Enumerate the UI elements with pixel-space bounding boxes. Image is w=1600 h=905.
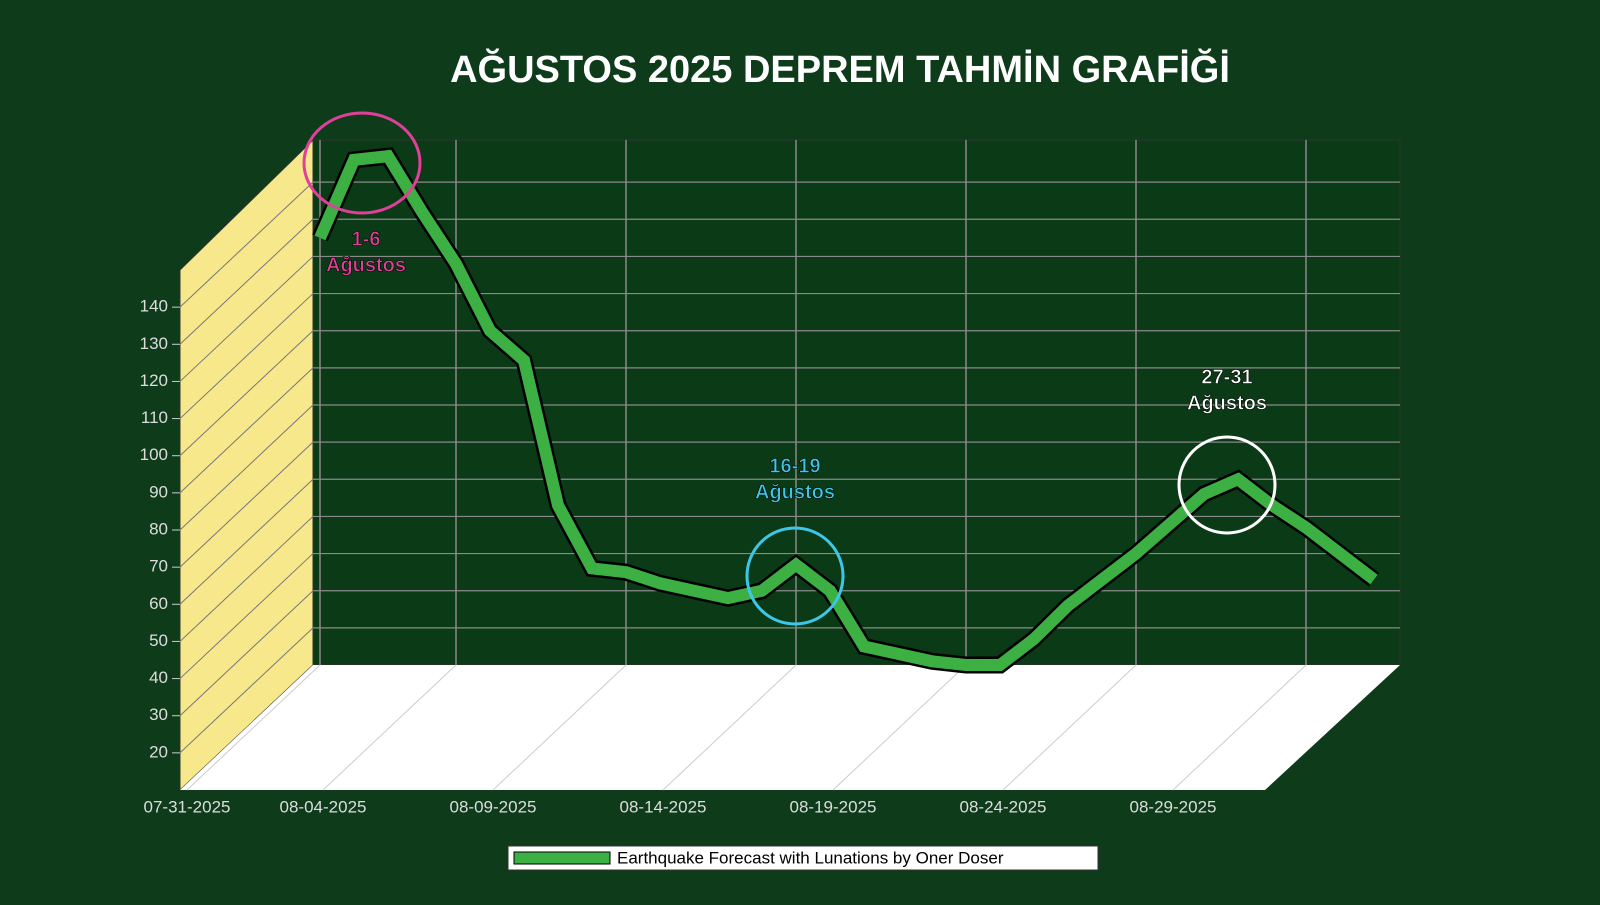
floor-grid-line — [186, 664, 321, 791]
floor-grid-line — [662, 664, 797, 791]
wall-grid-line — [179, 256, 314, 382]
y-tick-label: 70 — [149, 557, 168, 576]
annotation-text: Ağustos — [326, 254, 406, 276]
y-tick-label: 140 — [140, 297, 168, 316]
wall-grid-line — [179, 367, 314, 494]
floor-grid-line — [1002, 664, 1137, 791]
floor — [180, 665, 1400, 790]
y-tick-label: 100 — [140, 445, 168, 464]
x-tick-label: 08-29-2025 — [1130, 797, 1217, 816]
y-tick-label: 110 — [141, 408, 168, 427]
y-tick-label: 120 — [140, 371, 168, 390]
y-tick-label: 80 — [149, 519, 168, 538]
floor-grid-line — [322, 664, 457, 791]
floor-grid-line — [492, 664, 627, 791]
line-series — [314, 149, 1378, 671]
x-tick-label: 08-09-2025 — [450, 797, 537, 816]
wall-grid-line — [179, 441, 314, 568]
annotation-text: Ağustos — [755, 481, 835, 503]
wall-grid-line — [179, 478, 314, 605]
y-tick-label: 130 — [140, 334, 168, 353]
y-tick-label: 40 — [149, 668, 168, 687]
wall-grid-line — [179, 218, 314, 345]
legend-label: Earthquake Forecast with Lunations by On… — [617, 848, 1004, 867]
x-tick-label: 08-24-2025 — [960, 797, 1047, 816]
legend: Earthquake Forecast with Lunations by On… — [507, 845, 1099, 871]
y-tick-label: 60 — [149, 594, 168, 613]
floor-grid-line — [1172, 664, 1307, 791]
floor-grid-line — [832, 664, 967, 791]
annotation-text: 1-6 — [352, 228, 381, 250]
wall-grid-line — [179, 404, 314, 531]
annotation-circle — [745, 526, 845, 626]
chart-title: AĞUSTOS 2025 DEPREM TAHMİN GRAFİĞİ — [450, 47, 1230, 91]
annotation-text: Ağustos — [1187, 392, 1267, 414]
x-tick-label: 07-31-2025 — [144, 797, 231, 816]
annotation-circle — [302, 111, 422, 215]
wall-grid-line — [179, 627, 314, 754]
wall-grid-line — [179, 553, 314, 679]
wall-grid-line — [179, 293, 314, 419]
x-tick-label: 08-04-2025 — [280, 797, 367, 816]
wall-grid-line — [179, 181, 314, 308]
x-tick-label: 08-19-2025 — [790, 797, 877, 816]
y-tick-label: 30 — [149, 705, 168, 724]
y-tick-label: 50 — [149, 631, 168, 650]
wall-grid-line — [179, 330, 314, 457]
y-tick-label: 90 — [149, 482, 168, 501]
wall-grid-line — [179, 590, 314, 717]
x-tick-label: 08-14-2025 — [620, 797, 707, 816]
legend-swatch — [513, 851, 611, 865]
y-tick-label: 20 — [149, 742, 168, 761]
annotation-circle — [1177, 435, 1277, 535]
annotation-text: 27-31 — [1201, 366, 1252, 388]
annotation-text: 16-19 — [769, 455, 820, 477]
wall-grid-line — [179, 516, 314, 642]
